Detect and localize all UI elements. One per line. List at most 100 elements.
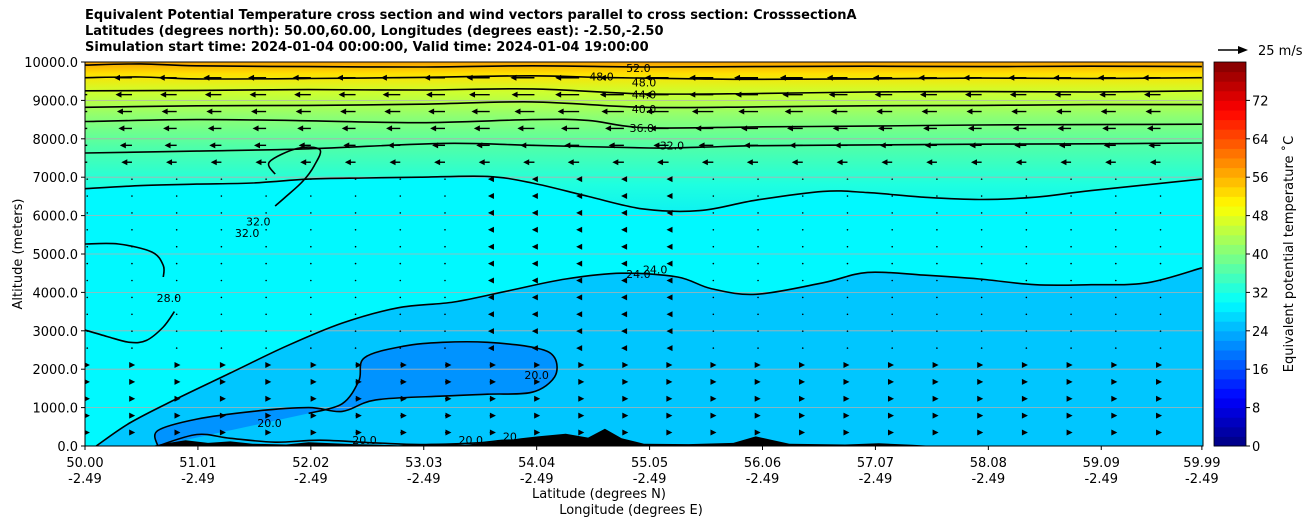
x-tick-label-lon: -2.49	[633, 472, 667, 487]
title-line-2: Latitudes (degrees north): 50.00,60.00, …	[85, 24, 664, 39]
wind-vector	[86, 178, 89, 180]
wind-vector	[131, 245, 133, 248]
wind-vector-head	[964, 91, 971, 98]
wind-vector-head	[119, 142, 126, 149]
wind-vector	[354, 313, 357, 316]
wind-vector-head	[487, 328, 494, 335]
wind-vector-head	[1054, 91, 1061, 98]
wind-vector	[1025, 195, 1028, 197]
wind-vector	[846, 212, 849, 214]
wind-vector-head	[887, 361, 894, 368]
wind-vector-head	[576, 294, 583, 301]
wind-vector-head	[560, 125, 567, 132]
wind-vector-head	[601, 108, 608, 115]
wind-vector	[980, 296, 983, 299]
colorbar-tick-label: 48	[1252, 210, 1269, 225]
wind-vector-head	[426, 91, 433, 98]
colorbar-band	[1214, 292, 1246, 303]
wind-vector	[1159, 229, 1162, 231]
wind-vector-head	[666, 345, 673, 352]
wind-vector	[354, 195, 357, 197]
wind-vector-head	[799, 361, 806, 368]
wind-vector-head	[830, 108, 837, 115]
wind-vector	[1025, 279, 1028, 282]
wind-vector-head	[445, 429, 452, 436]
wind-vector-head	[599, 91, 606, 98]
wind-vector-head	[489, 412, 496, 419]
colorbar-band	[1214, 234, 1246, 245]
x-tick-label-lat: 54.04	[518, 456, 555, 471]
contour-label: 40.0	[632, 103, 657, 116]
wind-vector-head	[926, 159, 933, 166]
wind-vector-head	[832, 125, 839, 132]
title-line-1: Equivalent Potential Temperature cross s…	[85, 8, 857, 23]
wind-vector	[399, 347, 402, 349]
wind-vector	[354, 229, 357, 231]
x-tick-label-lat: 59.09	[1083, 456, 1120, 471]
wind-vector-head	[355, 429, 362, 436]
wind-vector-head	[622, 412, 629, 419]
x-tick-label-lat: 53.03	[405, 456, 442, 471]
wind-vector-head	[881, 159, 888, 166]
wind-vector-head	[970, 159, 977, 166]
wind-vector	[936, 245, 938, 248]
colorbar-band	[1214, 330, 1246, 341]
wind-vector-head	[698, 142, 705, 149]
wind-vector-head	[209, 142, 216, 149]
wind-vector-head	[967, 125, 974, 132]
wind-vector-head	[85, 379, 90, 385]
colorbar-tick-label: 16	[1252, 363, 1269, 378]
wind-vector	[220, 245, 223, 248]
wind-vector-head	[701, 159, 708, 166]
x-tick-label-lat: 56.06	[744, 456, 781, 471]
wind-vector-head	[622, 395, 629, 402]
wind-vector	[980, 178, 983, 180]
contour-20	[154, 340, 558, 446]
colorbar-band	[1214, 426, 1246, 437]
wind-vector-head	[265, 361, 272, 368]
wind-vector	[444, 347, 446, 349]
wind-vector	[891, 347, 893, 349]
wind-vector-head	[531, 243, 538, 250]
wind-vector-head	[1156, 429, 1163, 436]
colorbar-tick-label: 64	[1252, 133, 1269, 148]
wind-vector-head	[74, 125, 80, 131]
wind-vector	[220, 178, 223, 180]
contour-label: 24.0	[643, 263, 668, 276]
wind-vector	[846, 296, 849, 299]
colorbar-tick-label: 24	[1252, 325, 1269, 340]
wind-vector	[1114, 212, 1117, 214]
wind-vector	[175, 178, 178, 180]
wind-vector	[265, 245, 267, 248]
wind-vector-head	[487, 209, 494, 216]
wind-vector-head	[487, 176, 494, 183]
wind-vector	[980, 229, 983, 231]
y-tick-label: 6000.0	[33, 210, 79, 225]
wind-vector-head	[206, 108, 213, 115]
wind-vector	[131, 195, 133, 197]
wind-vector-head	[341, 125, 348, 132]
wind-vector-head	[608, 142, 615, 149]
contour-28	[85, 311, 176, 344]
wind-vector-head	[471, 108, 478, 115]
wind-vector-head	[380, 74, 387, 81]
x-tick-label-lat: 50.00	[66, 456, 103, 471]
colorbar-tick-label: 40	[1252, 248, 1269, 263]
x-axis-label-lon: Longitude (degrees E)	[559, 503, 703, 518]
wind-vector	[1025, 313, 1028, 316]
wind-vector	[712, 178, 715, 180]
wind-vector	[220, 212, 223, 214]
wind-vector-head	[1156, 412, 1163, 419]
wind-vector-head	[400, 361, 407, 368]
chart-title: Equivalent Potential Temperature cross s…	[85, 8, 857, 56]
wind-vector-head	[445, 361, 452, 368]
wind-vector	[1025, 229, 1028, 231]
wind-vector-head	[969, 142, 976, 149]
wind-vector-head	[791, 159, 798, 166]
wind-vector-head	[1066, 378, 1073, 385]
wind-vector	[175, 195, 178, 197]
contour-36	[85, 118, 1202, 129]
wind-vector-head	[85, 413, 90, 419]
wind-vector-head	[621, 176, 628, 183]
wind-vector-head	[255, 159, 262, 166]
